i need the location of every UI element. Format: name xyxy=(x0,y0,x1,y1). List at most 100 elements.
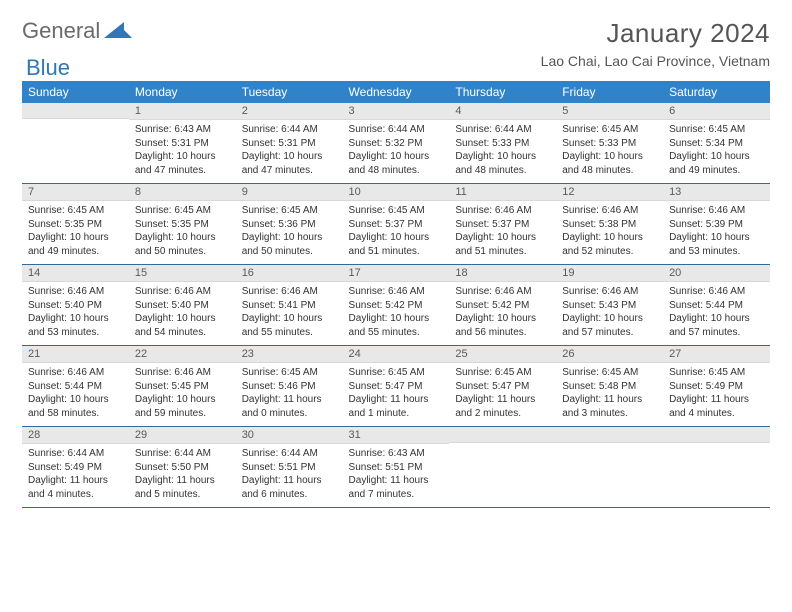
sunset-time: 5:31 PM xyxy=(278,138,315,149)
sunrise-time: 6:46 AM xyxy=(709,286,746,297)
sunset-time: 5:51 PM xyxy=(278,462,315,473)
day-number: 2 xyxy=(236,103,343,120)
sunset-time: 5:42 PM xyxy=(385,300,422,311)
daylight-duration: 10 hours and 50 minutes. xyxy=(242,232,323,257)
sunrise-time: 6:44 AM xyxy=(174,448,211,459)
sunset-time: 5:51 PM xyxy=(385,462,422,473)
sunset-time: 5:34 PM xyxy=(706,138,743,149)
day-details: Sunrise: 6:45 AMSunset: 5:36 PMDaylight:… xyxy=(236,201,343,264)
daylight-duration: 11 hours and 7 minutes. xyxy=(349,475,429,500)
logo: General xyxy=(22,18,132,44)
day-number: 22 xyxy=(129,346,236,363)
dow-friday: Friday xyxy=(556,81,663,103)
dow-tuesday: Tuesday xyxy=(236,81,343,103)
sunset-time: 5:40 PM xyxy=(65,300,102,311)
logo-triangle-icon xyxy=(104,20,132,42)
calendar-cell: 17Sunrise: 6:46 AMSunset: 5:42 PMDayligh… xyxy=(343,265,450,346)
calendar-cell: 30Sunrise: 6:44 AMSunset: 5:51 PMDayligh… xyxy=(236,427,343,508)
logo-text-blue: Blue xyxy=(26,55,70,80)
calendar-cell xyxy=(449,427,556,508)
sunrise-time: 6:45 AM xyxy=(281,205,318,216)
sunset-time: 5:50 PM xyxy=(172,462,209,473)
sunrise-time: 6:46 AM xyxy=(388,286,425,297)
sunset-time: 5:35 PM xyxy=(65,219,102,230)
day-number: 16 xyxy=(236,265,343,282)
daylight-duration: 10 hours and 50 minutes. xyxy=(135,232,216,257)
day-details: Sunrise: 6:45 AMSunset: 5:33 PMDaylight:… xyxy=(556,120,663,183)
sunrise-time: 6:45 AM xyxy=(709,124,746,135)
daylight-duration: 11 hours and 4 minutes. xyxy=(28,475,108,500)
day-number: 29 xyxy=(129,427,236,444)
calendar-cell: 16Sunrise: 6:46 AMSunset: 5:41 PMDayligh… xyxy=(236,265,343,346)
daylight-duration: 10 hours and 59 minutes. xyxy=(135,394,216,419)
day-details: Sunrise: 6:46 AMSunset: 5:40 PMDaylight:… xyxy=(129,282,236,345)
sunrise-time: 6:46 AM xyxy=(67,367,104,378)
day-number: 15 xyxy=(129,265,236,282)
day-number: 23 xyxy=(236,346,343,363)
daylight-duration: 11 hours and 2 minutes. xyxy=(455,394,535,419)
sunrise-time: 6:46 AM xyxy=(174,286,211,297)
day-number: 9 xyxy=(236,184,343,201)
daylight-duration: 10 hours and 53 minutes. xyxy=(669,232,750,257)
day-details: Sunrise: 6:44 AMSunset: 5:51 PMDaylight:… xyxy=(236,444,343,507)
calendar-cell: 5Sunrise: 6:45 AMSunset: 5:33 PMDaylight… xyxy=(556,103,663,184)
sunset-time: 5:41 PM xyxy=(278,300,315,311)
sunrise-time: 6:44 AM xyxy=(281,448,318,459)
dow-monday: Monday xyxy=(129,81,236,103)
calendar-cell: 13Sunrise: 6:46 AMSunset: 5:39 PMDayligh… xyxy=(663,184,770,265)
daylight-duration: 10 hours and 52 minutes. xyxy=(562,232,643,257)
daylight-duration: 11 hours and 4 minutes. xyxy=(669,394,749,419)
sunset-time: 5:32 PM xyxy=(385,138,422,149)
sunrise-time: 6:44 AM xyxy=(388,124,425,135)
day-details xyxy=(663,443,770,503)
calendar-cell: 10Sunrise: 6:45 AMSunset: 5:37 PMDayligh… xyxy=(343,184,450,265)
sunrise-time: 6:43 AM xyxy=(174,124,211,135)
calendar-cell: 27Sunrise: 6:45 AMSunset: 5:49 PMDayligh… xyxy=(663,346,770,427)
daylight-duration: 10 hours and 49 minutes. xyxy=(28,232,109,257)
sunset-time: 5:40 PM xyxy=(172,300,209,311)
calendar-week-row: 28Sunrise: 6:44 AMSunset: 5:49 PMDayligh… xyxy=(22,427,770,508)
sunset-time: 5:37 PM xyxy=(385,219,422,230)
day-number: 11 xyxy=(449,184,556,201)
calendar-cell xyxy=(663,427,770,508)
calendar-cell: 20Sunrise: 6:46 AMSunset: 5:44 PMDayligh… xyxy=(663,265,770,346)
calendar-cell: 3Sunrise: 6:44 AMSunset: 5:32 PMDaylight… xyxy=(343,103,450,184)
day-details: Sunrise: 6:45 AMSunset: 5:35 PMDaylight:… xyxy=(129,201,236,264)
sunrise-time: 6:46 AM xyxy=(67,286,104,297)
daylight-duration: 11 hours and 0 minutes. xyxy=(242,394,322,419)
daylight-duration: 10 hours and 51 minutes. xyxy=(349,232,430,257)
sunrise-time: 6:45 AM xyxy=(709,367,746,378)
day-number: 7 xyxy=(22,184,129,201)
day-details: Sunrise: 6:43 AMSunset: 5:31 PMDaylight:… xyxy=(129,120,236,183)
day-number: 1 xyxy=(129,103,236,120)
day-number: 26 xyxy=(556,346,663,363)
day-number: 5 xyxy=(556,103,663,120)
day-details xyxy=(449,443,556,503)
day-details: Sunrise: 6:45 AMSunset: 5:37 PMDaylight:… xyxy=(343,201,450,264)
day-number: 3 xyxy=(343,103,450,120)
day-details: Sunrise: 6:44 AMSunset: 5:32 PMDaylight:… xyxy=(343,120,450,183)
sunrise-time: 6:45 AM xyxy=(602,367,639,378)
calendar-week-row: 7Sunrise: 6:45 AMSunset: 5:35 PMDaylight… xyxy=(22,184,770,265)
calendar-cell: 15Sunrise: 6:46 AMSunset: 5:40 PMDayligh… xyxy=(129,265,236,346)
day-number: 27 xyxy=(663,346,770,363)
sunrise-time: 6:46 AM xyxy=(495,205,532,216)
sunrise-time: 6:45 AM xyxy=(388,205,425,216)
daylight-duration: 10 hours and 48 minutes. xyxy=(349,151,430,176)
calendar-cell: 14Sunrise: 6:46 AMSunset: 5:40 PMDayligh… xyxy=(22,265,129,346)
sunrise-time: 6:46 AM xyxy=(709,205,746,216)
sunset-time: 5:45 PM xyxy=(172,381,209,392)
calendar-cell: 22Sunrise: 6:46 AMSunset: 5:45 PMDayligh… xyxy=(129,346,236,427)
day-details: Sunrise: 6:44 AMSunset: 5:50 PMDaylight:… xyxy=(129,444,236,507)
day-details: Sunrise: 6:45 AMSunset: 5:35 PMDaylight:… xyxy=(22,201,129,264)
calendar-cell: 19Sunrise: 6:46 AMSunset: 5:43 PMDayligh… xyxy=(556,265,663,346)
sunrise-time: 6:45 AM xyxy=(67,205,104,216)
day-details xyxy=(22,119,129,179)
day-details: Sunrise: 6:44 AMSunset: 5:49 PMDaylight:… xyxy=(22,444,129,507)
day-details: Sunrise: 6:46 AMSunset: 5:44 PMDaylight:… xyxy=(22,363,129,426)
daylight-duration: 10 hours and 49 minutes. xyxy=(669,151,750,176)
sunset-time: 5:42 PM xyxy=(492,300,529,311)
month-title: January 2024 xyxy=(541,18,770,49)
day-details: Sunrise: 6:46 AMSunset: 5:43 PMDaylight:… xyxy=(556,282,663,345)
day-number: 17 xyxy=(343,265,450,282)
